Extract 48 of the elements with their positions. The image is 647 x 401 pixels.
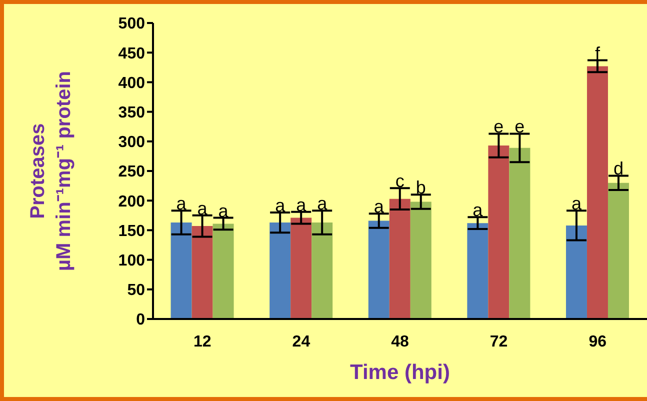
y-tick-label: 50 bbox=[127, 282, 146, 300]
x-tick-label: 96 bbox=[588, 333, 607, 350]
y-axis-title: Proteases µM min⁻¹mg⁻¹ protein bbox=[27, 71, 75, 271]
data-label: b bbox=[416, 178, 426, 198]
y-tick-label: 450 bbox=[118, 45, 146, 62]
bar bbox=[467, 223, 488, 319]
data-label: d bbox=[613, 158, 624, 179]
x-tick-label: 48 bbox=[391, 333, 409, 350]
bar bbox=[270, 222, 291, 319]
bar bbox=[368, 220, 390, 319]
x-tick-label: 12 bbox=[194, 333, 212, 350]
data-label: a bbox=[317, 194, 328, 214]
y-tick-label: 250 bbox=[118, 164, 146, 181]
bar bbox=[170, 222, 192, 319]
bar bbox=[509, 148, 530, 319]
bar bbox=[586, 66, 608, 319]
data-label: a bbox=[197, 198, 208, 218]
bar bbox=[410, 202, 432, 319]
data-label: e bbox=[494, 116, 504, 137]
data-label: e bbox=[514, 116, 525, 137]
x-tick-label: 72 bbox=[490, 333, 508, 350]
bar bbox=[312, 222, 333, 319]
y-tick-label: 300 bbox=[118, 134, 146, 152]
data-label: f bbox=[594, 43, 601, 64]
data-label: a bbox=[571, 194, 582, 214]
bar bbox=[566, 225, 587, 319]
data-label: c bbox=[395, 171, 404, 192]
data-label: a bbox=[275, 195, 286, 216]
bar bbox=[389, 198, 410, 319]
data-label: a bbox=[296, 194, 308, 215]
data-label: a bbox=[472, 200, 484, 220]
y-tick-label: 500 bbox=[118, 16, 146, 33]
bar bbox=[192, 226, 213, 319]
x-tick-label: 24 bbox=[292, 333, 310, 350]
data-label: a bbox=[218, 200, 230, 221]
bar bbox=[488, 146, 510, 319]
y-tick-label: 150 bbox=[118, 222, 146, 240]
bar bbox=[290, 218, 312, 319]
data-label: a bbox=[176, 194, 188, 214]
y-tick-label: 400 bbox=[118, 74, 146, 92]
x-axis-title: Time (hpi) bbox=[350, 361, 450, 384]
bar bbox=[608, 182, 629, 319]
bar bbox=[212, 224, 234, 319]
y-tick-label: 0 bbox=[136, 312, 146, 329]
y-tick-label: 200 bbox=[118, 193, 146, 210]
y-tick-label: 350 bbox=[118, 104, 146, 122]
y-tick-label: 100 bbox=[118, 252, 146, 270]
data-label: a bbox=[374, 196, 385, 217]
